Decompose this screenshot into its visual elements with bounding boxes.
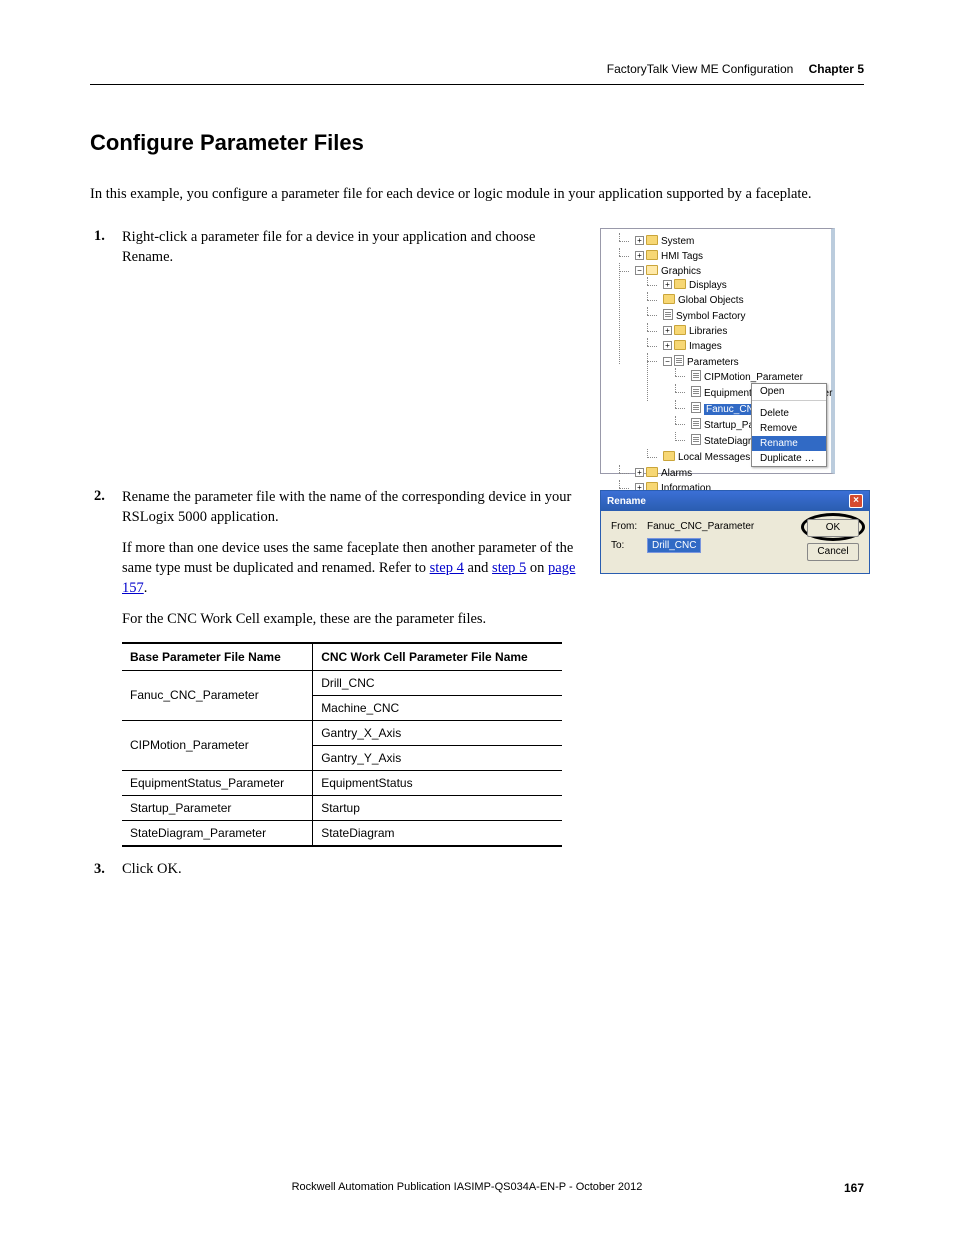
table-cell-work: Gantry_X_Axis <box>313 720 562 745</box>
step-2-text-b: If more than one device uses the same fa… <box>122 539 582 598</box>
collapse-icon[interactable]: − <box>663 357 672 366</box>
tree-local-messages[interactable]: Local Messages <box>678 452 750 463</box>
to-label: To: <box>611 540 641 551</box>
tree-global-objects[interactable]: Global Objects <box>678 295 744 306</box>
footer-pub: Rockwell Automation Publication IASIMP-Q… <box>292 1181 643 1195</box>
tree-system[interactable]: System <box>661 236 694 247</box>
cancel-button[interactable]: Cancel <box>807 543 859 561</box>
table-cell-base: EquipmentStatus_Parameter <box>122 770 313 795</box>
context-menu: Open Delete Remove Rename Duplicate … <box>751 383 827 467</box>
header-chapter: Chapter 5 <box>809 62 864 76</box>
step-3: Click OK. <box>94 861 864 878</box>
tree-param-cipmotion[interactable]: CIPMotion_Parameter <box>704 372 803 383</box>
rename-dialog: Rename × From: Fanuc_CNC_Parameter To: <box>600 490 870 574</box>
menu-open[interactable]: Open <box>752 384 826 399</box>
step-2-text-a: Rename the parameter file with the name … <box>122 488 582 527</box>
header-rule <box>90 84 864 85</box>
tree-graphics[interactable]: Graphics <box>661 266 701 277</box>
table-header-base: Base Parameter File Name <box>122 643 313 671</box>
tree-displays[interactable]: Displays <box>689 280 727 291</box>
table-cell-work: Gantry_Y_Axis <box>313 745 562 770</box>
expand-icon[interactable]: + <box>663 280 672 289</box>
menu-delete[interactable]: Delete <box>752 406 826 421</box>
tree-alarms[interactable]: Alarms <box>661 468 692 479</box>
table-header-work: CNC Work Cell Parameter File Name <box>313 643 562 671</box>
table-cell-base: StateDiagram_Parameter <box>122 820 313 846</box>
collapse-icon[interactable]: − <box>635 266 644 275</box>
step-2: Rename the parameter file with the name … <box>94 488 864 846</box>
table-cell-base: Fanuc_CNC_Parameter <box>122 670 313 720</box>
tree-parameters[interactable]: Parameters <box>687 357 739 368</box>
ok-button[interactable]: OK <box>807 519 859 537</box>
page-header: FactoryTalk View ME Configuration Chapte… <box>607 62 864 76</box>
step-2-text-c: For the CNC Work Cell example, these are… <box>122 610 582 630</box>
table-cell-work: StateDiagram <box>313 820 562 846</box>
table-cell-work: Drill_CNC <box>313 670 562 695</box>
page-footer: Rockwell Automation Publication IASIMP-Q… <box>90 1181 864 1195</box>
table-cell-work: EquipmentStatus <box>313 770 562 795</box>
link-step4[interactable]: step 4 <box>430 560 464 576</box>
table-cell-base: Startup_Parameter <box>122 795 313 820</box>
from-label: From: <box>611 521 641 532</box>
step-1-text: Right-click a parameter file for a devic… <box>122 228 582 267</box>
tree-libraries[interactable]: Libraries <box>689 326 727 337</box>
expand-icon[interactable]: + <box>663 326 672 335</box>
project-tree-screenshot: + System + HMI Tags − Graphics + Displays Gl… <box>600 228 835 474</box>
header-breadcrumb: FactoryTalk View ME Configuration <box>607 62 794 76</box>
tree-hmi[interactable]: HMI Tags <box>661 251 703 262</box>
step-1: Right-click a parameter file for a devic… <box>94 228 864 474</box>
close-icon[interactable]: × <box>849 494 863 508</box>
expand-icon[interactable]: + <box>635 468 644 477</box>
to-input[interactable]: Drill_CNC <box>647 538 701 553</box>
tree-symbol-factory[interactable]: Symbol Factory <box>676 311 745 322</box>
table-cell-base: CIPMotion_Parameter <box>122 720 313 770</box>
expand-icon[interactable]: + <box>663 341 672 350</box>
intro-text: In this example, you configure a paramet… <box>90 184 864 204</box>
menu-remove[interactable]: Remove <box>752 421 826 436</box>
link-step5[interactable]: step 5 <box>492 560 526 576</box>
table-cell-work: Startup <box>313 795 562 820</box>
parameter-table: Base Parameter File Name CNC Work Cell P… <box>122 642 562 847</box>
page-title: Configure Parameter Files <box>90 130 864 156</box>
expand-icon[interactable]: + <box>635 236 644 245</box>
tree-images[interactable]: Images <box>689 341 722 352</box>
step-3-text: Click OK. <box>122 861 182 877</box>
table-cell-work: Machine_CNC <box>313 695 562 720</box>
expand-icon[interactable]: + <box>635 251 644 260</box>
dialog-title: Rename <box>607 496 646 507</box>
menu-duplicate[interactable]: Duplicate … <box>752 451 826 466</box>
page-number: 167 <box>844 1181 864 1195</box>
menu-rename[interactable]: Rename <box>752 436 826 451</box>
